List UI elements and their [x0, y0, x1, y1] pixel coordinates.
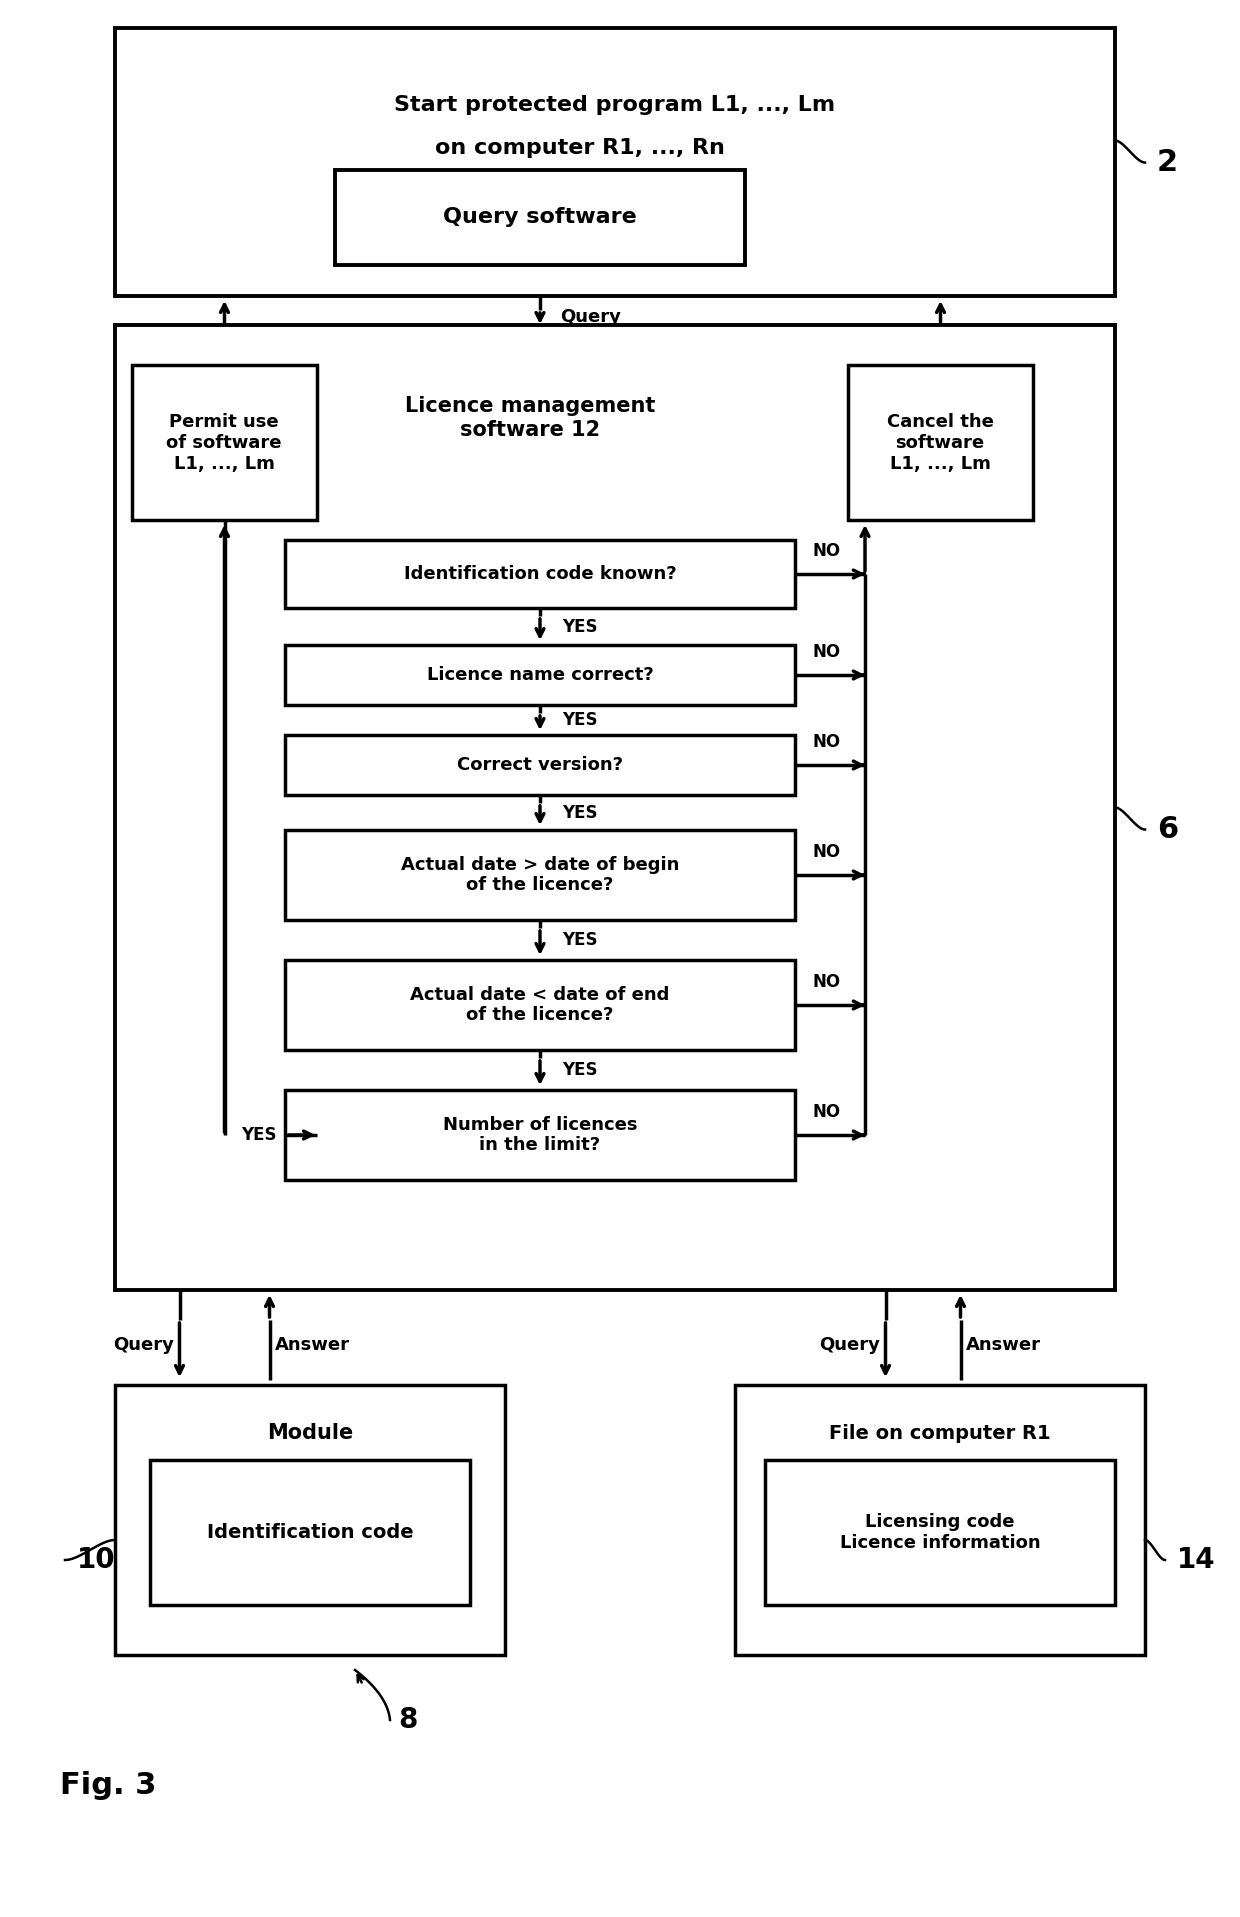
Text: 2: 2	[1157, 148, 1178, 176]
Bar	[285, 960, 795, 1051]
Bar	[285, 734, 795, 796]
Text: Start protected program L1, ..., Lm: Start protected program L1, ..., Lm	[394, 96, 836, 115]
Bar	[765, 1461, 1115, 1605]
Text: NO: NO	[813, 732, 841, 751]
Text: Query: Query	[560, 309, 621, 326]
Text: Number of licences
in the limit?: Number of licences in the limit?	[443, 1116, 637, 1154]
Bar	[848, 364, 1033, 520]
Text: 8: 8	[398, 1706, 418, 1735]
Text: Identification code: Identification code	[207, 1522, 413, 1541]
Text: Licence management
software 12: Licence management software 12	[404, 397, 655, 439]
Bar	[150, 1461, 470, 1605]
Text: Identification code known?: Identification code known?	[404, 566, 676, 583]
Text: NO: NO	[813, 843, 841, 861]
Text: Licensing code
Licence information: Licensing code Licence information	[839, 1513, 1040, 1553]
Text: YES: YES	[562, 932, 598, 949]
Text: on computer R1, ..., Rn: on computer R1, ..., Rn	[435, 138, 725, 157]
Text: NO: NO	[813, 1102, 841, 1121]
Text: YES: YES	[562, 617, 598, 636]
Text: Module: Module	[267, 1422, 353, 1444]
Bar	[115, 1384, 505, 1654]
Bar	[285, 644, 795, 705]
Text: Actual date < date of end
of the licence?: Actual date < date of end of the licence…	[410, 985, 670, 1024]
Text: YES: YES	[242, 1125, 277, 1144]
Text: Permit use
of software
L1, ..., Lm: Permit use of software L1, ..., Lm	[166, 414, 281, 473]
Text: Licence name correct?: Licence name correct?	[427, 665, 653, 684]
Bar	[115, 29, 1115, 295]
Bar	[735, 1384, 1145, 1654]
Bar	[285, 1091, 795, 1181]
Text: Query software: Query software	[443, 207, 637, 226]
Text: 14: 14	[1177, 1545, 1215, 1574]
Text: Answer: Answer	[274, 1336, 350, 1353]
Text: YES: YES	[562, 803, 598, 822]
Text: Answer: Answer	[966, 1336, 1040, 1353]
Bar	[335, 171, 745, 265]
Text: Query: Query	[820, 1336, 880, 1353]
Bar	[285, 830, 795, 920]
Text: 6: 6	[1157, 815, 1178, 843]
Bar	[115, 326, 1115, 1290]
Text: YES: YES	[562, 711, 598, 728]
Bar	[131, 364, 317, 520]
Text: Fig. 3: Fig. 3	[60, 1771, 156, 1800]
Text: NO: NO	[813, 543, 841, 560]
Bar	[285, 541, 795, 608]
Text: File on computer R1: File on computer R1	[830, 1424, 1050, 1442]
Text: YES: YES	[562, 1060, 598, 1079]
Text: Query: Query	[114, 1336, 175, 1353]
Text: Actual date > date of begin
of the licence?: Actual date > date of begin of the licen…	[401, 855, 680, 895]
Text: Cancel the
software
L1, ..., Lm: Cancel the software L1, ..., Lm	[887, 414, 993, 473]
Text: 10: 10	[77, 1545, 115, 1574]
Text: Correct version?: Correct version?	[458, 755, 622, 774]
Text: NO: NO	[813, 974, 841, 991]
Text: NO: NO	[813, 642, 841, 661]
